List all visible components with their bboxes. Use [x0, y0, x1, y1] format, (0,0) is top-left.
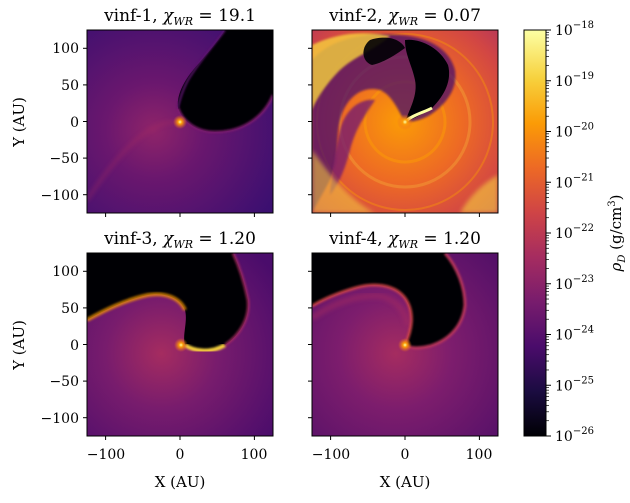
panel-image-1 [87, 30, 273, 213]
xtick-label-3-0: −100 [87, 447, 125, 463]
xtick-label-4-0: −100 [312, 447, 350, 463]
colorbar [523, 29, 547, 437]
ytick-label-3-3: −50 [49, 374, 79, 390]
panel-title-3: vinf-3, χWR = 1.20 [103, 229, 256, 251]
xtick-label-3-1: 0 [176, 447, 185, 463]
colorbar-label: ρD (g/cm3) [607, 194, 628, 272]
colorbar-tick-label: 10−22 [555, 223, 594, 242]
axis-ticks [83, 47, 480, 440]
ytick-label-1-3: −50 [49, 151, 79, 167]
panel-image-2 [312, 30, 498, 213]
colorbar-tick-label: 10−26 [555, 426, 594, 445]
panel-image-3 [87, 253, 273, 436]
xtick-label-3-2: 100 [241, 447, 268, 463]
ytick-label-3-0: 100 [52, 264, 79, 280]
ytick-label-1-2: 0 [70, 115, 79, 131]
colorbar-tick-label: 10−25 [555, 375, 594, 394]
xlabel-right: X (AU) [380, 473, 431, 491]
xtick-label-4-2: 100 [466, 447, 493, 463]
ytick-label-3-2: 0 [70, 338, 79, 354]
xlabel-left: X (AU) [155, 473, 206, 491]
colorbar-tick-label: 10−21 [555, 172, 594, 191]
ytick-label-1-4: −100 [41, 188, 79, 204]
colorbar-ticks: 10−18 10−19 10−20 10−21 10−22 10−23 10−24 10−25… [546, 20, 594, 445]
colorbar-tick-label: 10−18 [555, 20, 594, 39]
xtick-label-4-1: 0 [401, 447, 410, 463]
panel-title-4: vinf-4, χWR = 1.20 [328, 229, 481, 251]
panel-image-4 [312, 253, 498, 436]
colorbar-tick-label: 10−19 [555, 71, 594, 90]
ylabel-top: Y (AU) [10, 97, 28, 148]
ytick-label-3-4: −100 [41, 411, 79, 427]
colorbar-tick-label: 10−23 [555, 274, 594, 293]
colorbar-tick-label: 10−20 [555, 122, 594, 141]
colorbar-tick-label: 10−24 [555, 325, 594, 344]
ytick-label-3-1: 50 [61, 301, 79, 317]
ylabel-bottom: Y (AU) [10, 320, 28, 371]
ytick-label-1-1: 50 [61, 78, 79, 94]
ytick-label-1-0: 100 [52, 41, 79, 57]
panel-title-2: vinf-2, χWR = 0.07 [328, 6, 481, 28]
panel-title-1: vinf-1, χWR = 19.1 [103, 6, 256, 28]
